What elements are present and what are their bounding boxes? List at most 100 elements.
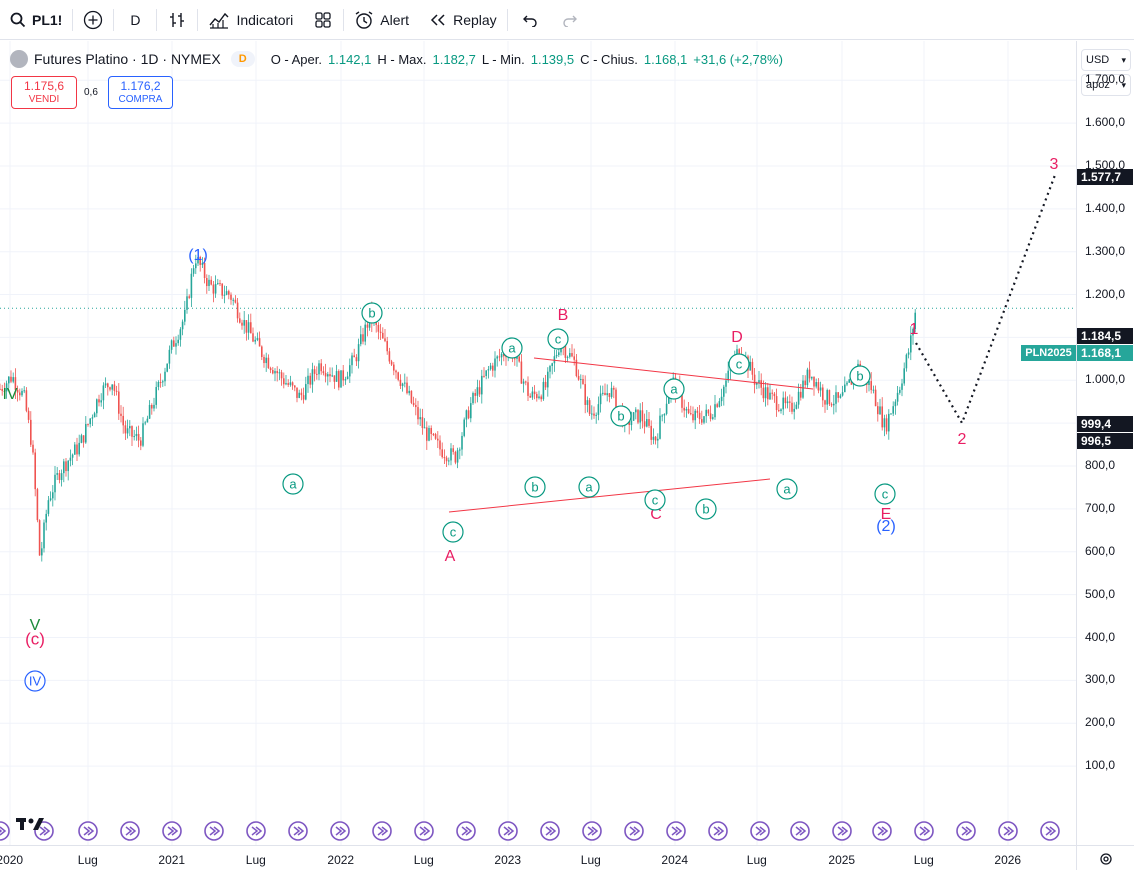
candle-body [795, 404, 798, 409]
subwave-a-label[interactable]: a [783, 481, 791, 496]
wave-c-label[interactable]: C [650, 506, 662, 523]
wave-d-label[interactable]: D [731, 329, 743, 346]
triangle-upper-trendline[interactable] [533, 357, 814, 390]
layouts-button[interactable] [303, 0, 343, 40]
price-axis[interactable]: USD ▾ apoz ▾ 1.700,0 1.600,0 1.500,0 1.400,0 1… [1076, 41, 1134, 845]
subwave-b-label-circle[interactable] [610, 405, 632, 427]
legend-title[interactable]: Futures Platino · 1D · NYMEX [34, 51, 221, 67]
subwave-b-label-circle[interactable] [361, 302, 383, 324]
event-arrow-icon [755, 826, 763, 836]
wave-iv-label[interactable]: IV [2, 386, 17, 403]
legend-open-label: O - Aper. [270, 51, 322, 67]
subwave-a-label-circle[interactable] [776, 478, 798, 500]
subwave-b-label[interactable]: b [531, 479, 538, 494]
chevron-down-icon: ▾ [1121, 55, 1126, 65]
event-arrow-icon [965, 826, 973, 836]
candle-body [364, 324, 366, 342]
subwave-c-label[interactable]: c [652, 492, 659, 507]
candle-body [177, 339, 179, 344]
interval-button[interactable]: D [114, 0, 156, 40]
candle-body [727, 370, 729, 381]
wave-iv-circle-label[interactable]: IV [29, 673, 42, 688]
subwave-a-label-circle[interactable] [578, 476, 600, 498]
wave-n3-label[interactable]: 3 [1050, 156, 1059, 173]
wave-c-paren-label[interactable]: (c) [25, 629, 45, 648]
buy-button[interactable]: 1.176,2 COMPRA [108, 76, 173, 109]
subwave-a-label-circle[interactable] [663, 378, 685, 400]
candle-body [296, 387, 298, 398]
wave-n1-label[interactable]: 1 [910, 321, 919, 338]
candle-body [384, 338, 386, 342]
wave-a-label[interactable]: A [445, 548, 456, 565]
subwave-a-label[interactable]: a [670, 381, 678, 396]
compare-symbol-button[interactable] [73, 0, 113, 40]
aggregation-selector[interactable]: apoz ▾ [1081, 74, 1131, 96]
subwave-b-label-circle[interactable] [524, 476, 546, 498]
time-axis[interactable]: 2020 Lug 2021 Lug 2022 Lug 2023 Lug 2024 Lug 2025 L… [0, 845, 1076, 870]
wave-v-label[interactable]: V [30, 617, 41, 634]
subwave-b-label[interactable]: b [702, 501, 709, 516]
subwave-b-label[interactable]: b [856, 368, 863, 383]
candle-body [685, 408, 688, 411]
event-arrow-icon [0, 826, 7, 836]
candle-body [382, 332, 384, 339]
candle-body [551, 363, 553, 367]
alert-button[interactable]: Alert [344, 0, 419, 40]
candle-body [52, 492, 54, 499]
indicators-button[interactable]: Indicatori [198, 0, 303, 40]
undo-button[interactable] [508, 0, 552, 40]
subwave-c-label[interactable]: c [736, 356, 743, 371]
candle-body [14, 377, 17, 390]
subwave-c-label-circle[interactable] [644, 489, 666, 511]
data-badge[interactable]: D [230, 51, 255, 67]
candle-body [280, 372, 283, 379]
subwave-a-label[interactable]: a [289, 476, 297, 491]
chart-pane[interactable]: IV V (c) IV (1) (2) A B C D E 1 2 3 a b c a b c a b c a b c a b c [0, 41, 1076, 845]
wave-n2-label[interactable]: 2 [958, 431, 967, 448]
subwave-c-label[interactable]: c [555, 331, 562, 346]
replay-button[interactable]: Replay [419, 0, 507, 40]
time-tick-label: Lug [580, 853, 601, 867]
subwave-b-label-circle[interactable] [695, 498, 717, 520]
wave-2-label[interactable]: (2) [876, 518, 896, 535]
subwave-c-label-circle[interactable] [547, 328, 569, 350]
candle-body [276, 371, 278, 374]
wave-e-label[interactable]: E [881, 506, 892, 523]
subwave-c-label[interactable]: c [450, 524, 457, 539]
candle-body [430, 428, 432, 434]
candle-body [124, 425, 127, 434]
candle-body [126, 428, 129, 434]
subwave-a-label-circle[interactable] [501, 337, 523, 359]
candle-body [643, 421, 646, 427]
projection-path[interactable] [915, 174, 1057, 426]
candle-body [107, 383, 109, 388]
wave-iv-circle-label-circle[interactable] [24, 670, 46, 692]
candle-body [555, 354, 558, 357]
wave-b-label[interactable]: B [558, 307, 569, 324]
subwave-a-label[interactable]: a [585, 479, 593, 494]
candle-body [573, 356, 575, 360]
subwave-a-label[interactable]: a [508, 340, 516, 355]
redo-button[interactable] [552, 0, 588, 40]
sell-button[interactable]: 1.175,6 VENDI [11, 76, 77, 109]
price-chart[interactable]: IV V(c) IV (1) (2) A B C D E 1 2 3 a b c a b c a b c a b c a b c [0, 41, 1076, 845]
subwave-c-label-circle[interactable] [874, 483, 896, 505]
currency-selector[interactable]: USD ▾ [1081, 49, 1131, 71]
symbol-search-button[interactable]: PL1! [0, 0, 72, 40]
subwave-c-label[interactable]: c [882, 486, 889, 501]
candle-body [751, 361, 754, 375]
candle-body [54, 474, 56, 493]
wave-1-label[interactable]: (1) [188, 247, 208, 264]
subwave-a-label-circle[interactable] [282, 473, 304, 495]
price-tick-label: 100,0 [1085, 758, 1116, 773]
subwave-b-label[interactable]: b [617, 408, 624, 423]
chart-settings-button[interactable] [1076, 845, 1134, 870]
chart-type-button[interactable] [157, 0, 197, 40]
subwave-b-label-circle[interactable] [849, 365, 871, 387]
subwave-c-label-circle[interactable] [442, 521, 464, 543]
triangle-lower-trendline[interactable] [448, 478, 771, 513]
candle-body [111, 384, 113, 390]
subwave-b-label[interactable]: b [368, 305, 375, 320]
candle-body [569, 353, 571, 357]
subwave-c-label-circle[interactable] [728, 353, 750, 375]
